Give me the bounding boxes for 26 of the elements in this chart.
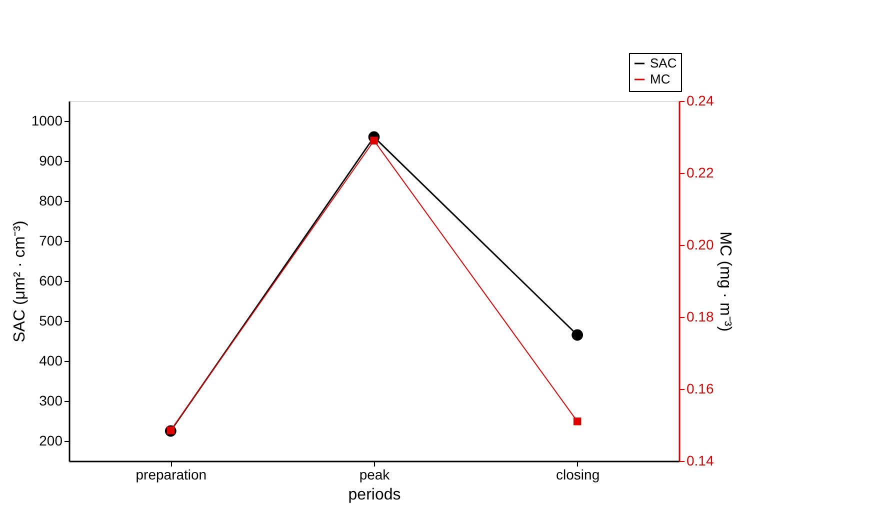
y2-tick-label: 0.24 <box>686 92 714 108</box>
point <box>370 136 378 144</box>
y2-tick-label: 0.20 <box>686 236 714 252</box>
x-axis-title: periods <box>348 486 401 504</box>
y-tick-label: 300 <box>39 392 63 408</box>
y-tick-label: 200 <box>39 432 63 448</box>
y-axis-title: SAC (μm² · cm⁻³) <box>11 220 28 342</box>
legend-label: SAC <box>650 56 677 70</box>
y-tick-label: 500 <box>39 312 63 328</box>
y2-tick-label: 0.16 <box>686 380 714 396</box>
x-tick-label: preparation <box>136 466 207 482</box>
y-tick-label: 1000 <box>31 112 63 128</box>
y2-tick-label: 0.22 <box>686 164 714 180</box>
y-tick-label: 800 <box>39 192 63 208</box>
y-tick-label: 900 <box>39 152 63 168</box>
point <box>573 418 582 426</box>
x-tick-label: peak <box>359 466 391 482</box>
x-tick-label: closing <box>556 466 600 482</box>
y2-axis-title: MC (mg · m⁻³) <box>716 231 734 332</box>
y-tick-label: 400 <box>39 352 63 368</box>
y2-tick-label: 0.18 <box>686 308 714 324</box>
point <box>572 329 584 341</box>
legend-label: MC <box>650 72 670 86</box>
y-tick-label: 600 <box>39 272 63 288</box>
y2-tick-label: 0.14 <box>686 452 714 468</box>
y-tick-label: 700 <box>39 232 63 248</box>
